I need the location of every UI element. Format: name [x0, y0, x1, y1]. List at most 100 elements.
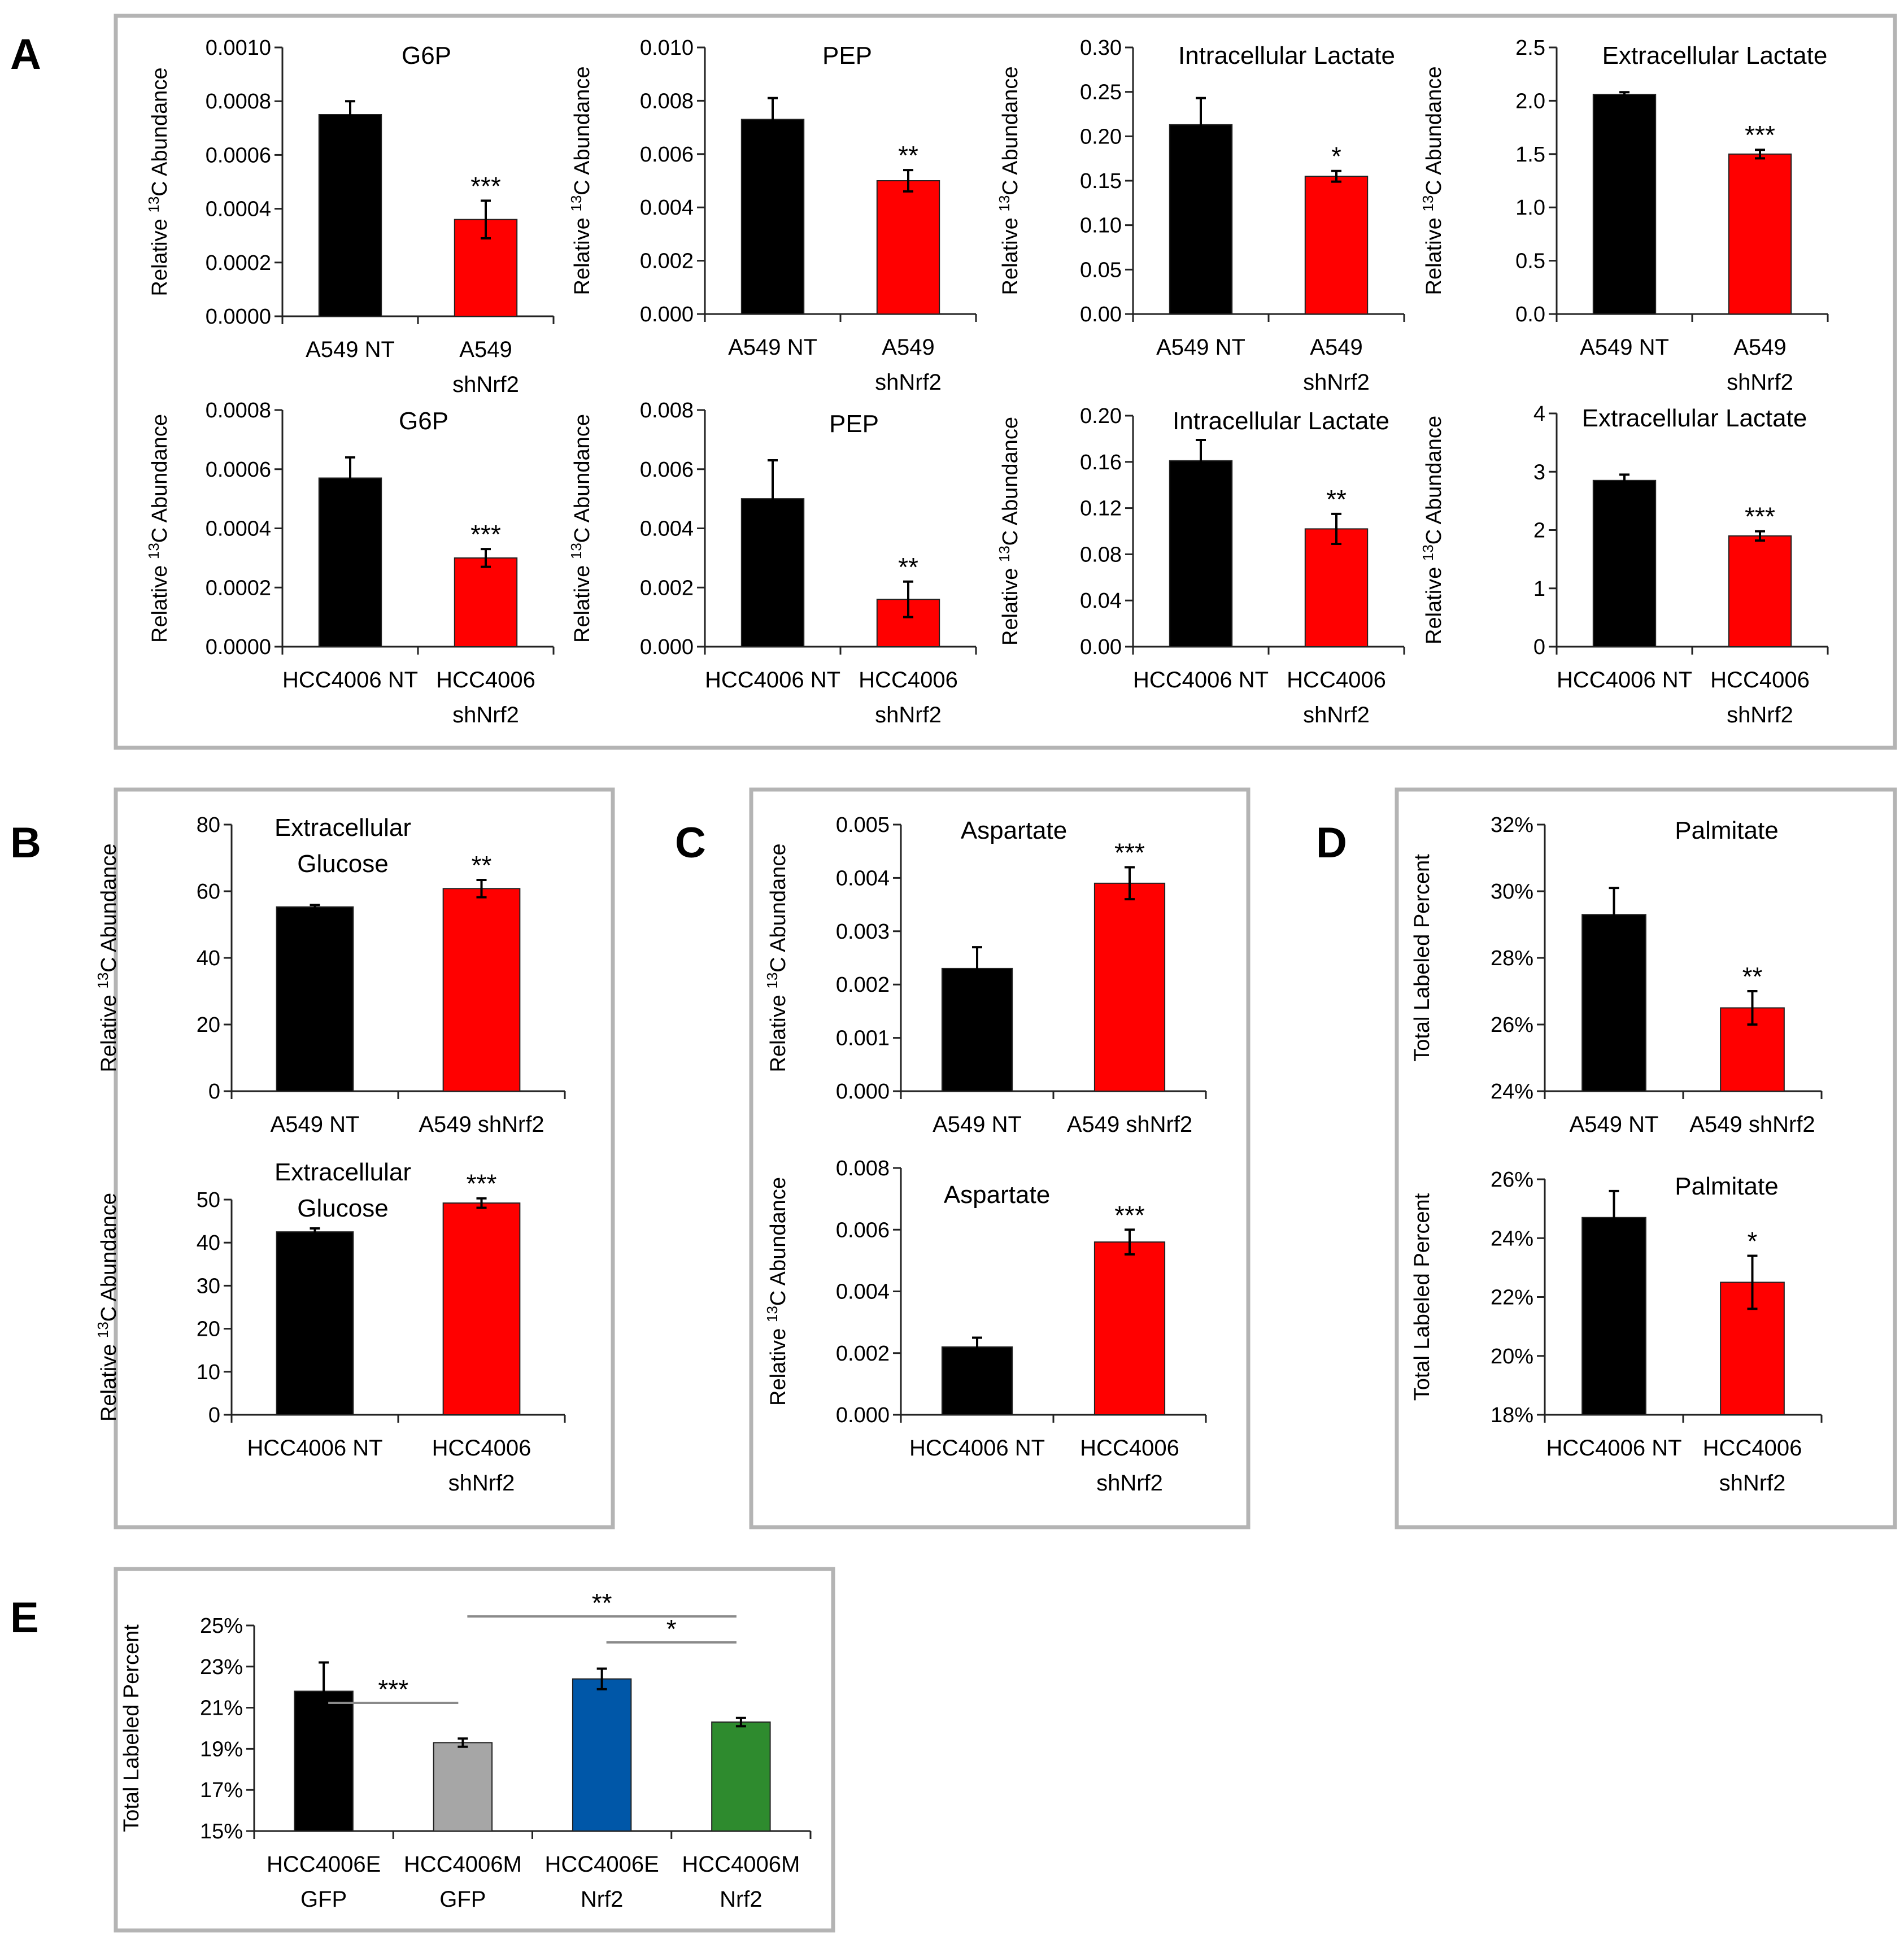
category-label: HCC4006 NT: [1546, 1436, 1681, 1461]
y-tick-label: 0.12: [1080, 497, 1122, 521]
chart-a2: 0.000 0.002 0.004 0.006 0.008 0.010 A549 NT ** A…: [568, 36, 977, 395]
chart-a5: 0.0000 0.0002 0.0004 0.0006 0.0008 HCC4006 NT…: [145, 399, 555, 727]
y-tick-label: 0.008: [640, 89, 694, 113]
y-axis-label: Relative 13C Abundance: [996, 67, 1022, 295]
significance-label: ***: [1745, 502, 1775, 531]
y-tick-label: 20: [197, 1013, 220, 1037]
panel-letter-d: D: [1316, 819, 1347, 867]
y-tick-label: 0.002: [836, 973, 890, 997]
y-tick-label: 0.000: [640, 635, 694, 659]
panel-letter-b: B: [10, 819, 41, 867]
significance-label: ***: [1114, 838, 1145, 868]
category-label: A549 NT: [306, 337, 395, 362]
category-label: A549 shNrf2: [1067, 1112, 1192, 1137]
y-tick-label: 15%: [200, 1820, 243, 1843]
bar-1: [1720, 1282, 1785, 1415]
y-axis-label: Relative 13C Abundance: [145, 414, 172, 643]
chart-title: Intracellular Lactate: [1173, 407, 1389, 435]
y-tick-label: 26%: [1491, 1168, 1533, 1192]
bar-0: [318, 477, 382, 648]
category-label: HCC4006 shNrf2: [1710, 668, 1810, 727]
significance-label: ***: [1114, 1200, 1145, 1230]
y-axis-label: Relative 13C Abundance: [1419, 416, 1446, 644]
y-tick-label: 17%: [200, 1779, 243, 1802]
y-tick-label: 0.006: [640, 143, 694, 167]
bracket-significance-label: **: [592, 1588, 612, 1618]
category-label: HCC4006 shNrf2: [1703, 1436, 1802, 1496]
y-tick-label: 0.0004: [206, 517, 271, 541]
y-tick-label: 0.008: [640, 399, 694, 422]
category-label: HCC4006E Nrf2: [544, 1852, 659, 1912]
category-label: HCC4006 shNrf2: [436, 668, 535, 727]
y-tick-label: 0.004: [640, 517, 694, 541]
y-tick-label: 0.005: [836, 813, 890, 837]
chart-title: Aspartate: [961, 817, 1067, 844]
y-tick-label: 20%: [1491, 1345, 1533, 1368]
chart-b2: 0 10 20 30 40 50 HCC4006 NT *** HCC4006 shNrf2 Ext…: [94, 1158, 566, 1496]
y-tick-label: 0.0008: [206, 399, 271, 422]
y-tick-label: 0.0008: [206, 90, 271, 114]
y-axis-label: Relative 13C Abundance: [568, 414, 594, 643]
y-tick-label: 0: [208, 1080, 220, 1104]
y-tick-label: 0.0004: [206, 198, 271, 221]
y-axis-label: Relative 13C Abundance: [145, 68, 172, 297]
y-tick-label: 20: [197, 1318, 220, 1341]
y-tick-label: 19%: [200, 1737, 243, 1761]
y-tick-label: 0.006: [640, 458, 694, 482]
y-tick-label: 30: [197, 1274, 220, 1298]
y-axis-label: Total Labeled Percent: [120, 1624, 143, 1832]
category-label: A549 NT: [1156, 335, 1245, 360]
y-tick-label: 0.15: [1080, 169, 1122, 193]
bar-1: [454, 557, 518, 647]
y-tick-label: 40: [197, 1231, 220, 1255]
y-tick-label: 2.0: [1515, 89, 1545, 113]
panel-frame-b: [114, 787, 615, 1529]
y-tick-label: 80: [197, 813, 220, 837]
category-label: HCC4006M Nrf2: [682, 1852, 800, 1912]
bar-0: [1592, 94, 1657, 315]
y-tick-label: 0.004: [836, 1280, 890, 1304]
bar-2: [572, 1678, 632, 1832]
y-tick-label: 50: [197, 1188, 220, 1212]
y-tick-label: 0.002: [640, 576, 694, 600]
bar-0: [1592, 480, 1657, 647]
chart-title: Extracellular Glucose: [275, 1158, 411, 1222]
bar-0: [1169, 460, 1233, 647]
chart-a3: 0.00 0.05 0.10 0.15 0.20 0.25 0.30 A549 NT * A549…: [996, 36, 1405, 395]
chart-a6: 0.000 0.002 0.004 0.006 0.008 HCC4006 NT ** HCC…: [568, 399, 977, 727]
chart-a8: 0 1 2 3 4 HCC4006 NT *** HCC4006 shNrf2 Extracell…: [1419, 402, 1829, 727]
y-tick-label: 0.000: [836, 1403, 890, 1427]
y-axis-label: Relative 13C Abundance: [94, 1193, 121, 1422]
y-axis-label: Relative 13C Abundance: [1419, 67, 1446, 295]
y-tick-label: 0.0000: [206, 635, 271, 659]
bar-1: [442, 1202, 521, 1415]
y-tick-label: 0.5: [1515, 250, 1545, 273]
chart-a1: 0.0000 0.0002 0.0004 0.0006 0.0008 0.0010 A549…: [145, 36, 555, 397]
bar-0: [318, 114, 382, 317]
y-tick-label: 26%: [1491, 1013, 1533, 1037]
bar-1: [1304, 528, 1369, 647]
y-tick-label: 0.16: [1080, 451, 1122, 474]
y-tick-label: 0: [1533, 635, 1545, 659]
chart-title: Intracellular Lactate: [1178, 42, 1395, 69]
category-label: HCC4006 NT: [705, 668, 840, 692]
chart-title: Palmitate: [1675, 817, 1778, 844]
chart-title: PEP: [829, 410, 879, 438]
category-label: A549 shNrf2: [452, 337, 519, 397]
chart-d1: 24% 26% 28% 30% 32% A549 NT ** A549 shNrf2 Palmi…: [1410, 813, 1823, 1137]
y-tick-label: 0.05: [1080, 258, 1122, 282]
y-tick-label: 0.0002: [206, 251, 271, 275]
y-tick-label: 1.0: [1515, 196, 1545, 220]
y-axis-label: Relative 13C Abundance: [764, 844, 790, 1073]
category-label: A549 shNrf2: [1689, 1112, 1815, 1137]
y-tick-label: 3: [1533, 460, 1545, 484]
y-tick-label: 0.0: [1515, 303, 1545, 326]
chart-title: PEP: [822, 42, 872, 69]
category-label: A549 shNrf2: [1303, 335, 1370, 395]
significance-label: ***: [470, 171, 501, 200]
significance-label: **: [898, 552, 918, 582]
bar-1: [876, 180, 940, 315]
y-tick-label: 0.0006: [206, 143, 271, 167]
y-tick-label: 24%: [1491, 1080, 1533, 1104]
